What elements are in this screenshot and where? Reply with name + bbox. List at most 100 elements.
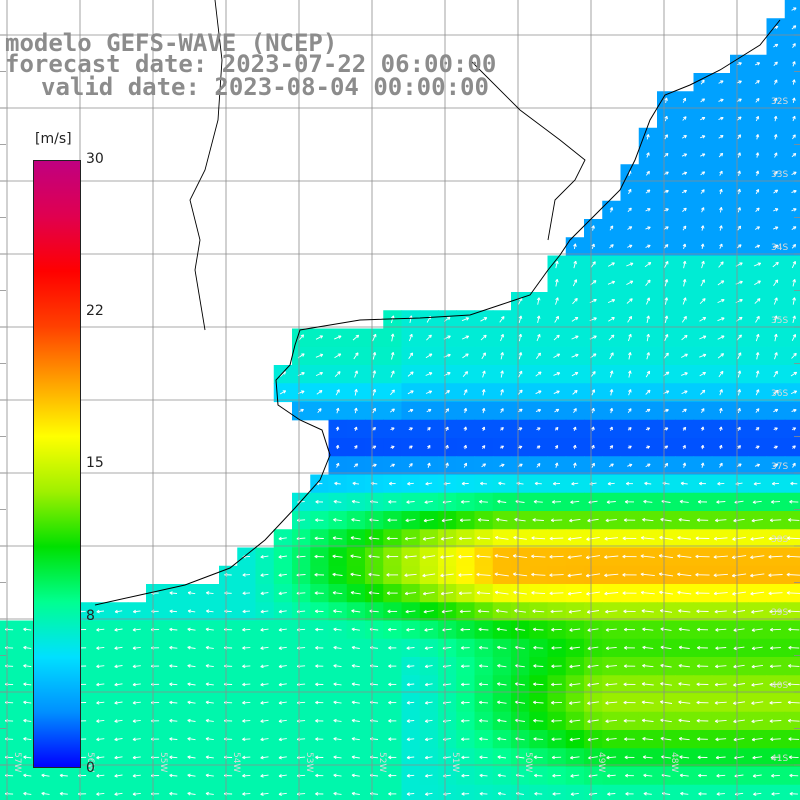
- wind-cell: [383, 401, 403, 421]
- wind-arrow-head: [315, 792, 319, 795]
- wind-arrow-head: [660, 718, 664, 721]
- wind-arrow-head: [606, 500, 610, 503]
- wind-arrow-head: [680, 481, 684, 484]
- wind-arrow-head: [715, 664, 719, 667]
- wind-arrow-head: [96, 664, 100, 667]
- wind-arrow-head: [356, 370, 359, 374]
- wind-arrow: [169, 665, 178, 667]
- wind-arrow: [497, 500, 507, 503]
- wind-arrow-head: [751, 737, 755, 741]
- wind-arrow: [571, 372, 579, 377]
- wind-cell: [237, 784, 257, 800]
- wind-arrow: [680, 792, 689, 795]
- wind-arrow: [260, 756, 269, 759]
- wind-arrow-head: [775, 226, 779, 230]
- wind-arrow-head: [642, 645, 646, 648]
- wind-arrow: [609, 370, 613, 378]
- wind-arrow: [423, 591, 435, 595]
- wind-arrow: [714, 701, 727, 704]
- wind-arrow: [715, 738, 727, 740]
- title-model: modelo GEFS-WAVE (NCEP): [5, 29, 338, 57]
- wind-arrow: [770, 519, 782, 521]
- wind-arrow-head: [459, 518, 463, 521]
- wind-arrow: [351, 683, 360, 686]
- wind-arrow: [567, 555, 582, 558]
- wind-arrow-head: [350, 590, 355, 593]
- wind-arrow-head: [789, 773, 793, 776]
- wind-arrow-head: [556, 427, 559, 431]
- wind-arrow-head: [794, 153, 797, 157]
- wind-arrow-head: [753, 792, 757, 795]
- wind-arrow: [41, 792, 50, 795]
- wind-arrow: [664, 279, 668, 287]
- wind-arrow-head: [424, 755, 428, 759]
- wind-arrow: [751, 628, 763, 631]
- wind-arrow: [500, 389, 504, 396]
- wind-arrow-head: [739, 98, 742, 102]
- wind-arrow: [733, 628, 745, 631]
- wind-arrow: [425, 774, 433, 777]
- wind-cell: [784, 18, 800, 38]
- wind-arrow: [278, 555, 287, 558]
- wind-arrow: [169, 756, 178, 759]
- wind-arrow-head: [392, 408, 395, 412]
- wind-arrow-head: [684, 260, 687, 265]
- wind-arrow-head: [788, 518, 792, 521]
- wind-arrow: [333, 610, 342, 613]
- wind-arrow-head: [497, 791, 502, 794]
- wind-arrow-head: [466, 335, 470, 339]
- wind-arrow-head: [497, 645, 501, 648]
- wind-arrow: [462, 371, 468, 377]
- wind-arrow: [187, 738, 196, 741]
- wind-arrow-head: [497, 755, 501, 758]
- wind-arrow-head: [368, 536, 372, 539]
- wind-arrow: [643, 500, 653, 503]
- wind-arrow-head: [640, 554, 644, 557]
- wind-arrow: [532, 610, 545, 613]
- wind-arrow-head: [757, 207, 760, 212]
- wind-arrow-head: [758, 98, 760, 102]
- wind-arrow-head: [205, 664, 209, 667]
- wind-arrow-head: [594, 353, 597, 357]
- wind-arrow: [786, 574, 800, 576]
- wind-arrow-head: [611, 244, 614, 248]
- wind-arrow-head: [576, 317, 579, 321]
- wind-arrow-head: [387, 609, 391, 612]
- wind-arrow-head: [223, 737, 228, 740]
- wind-arrow-head: [775, 189, 779, 193]
- wind-arrow-head: [703, 390, 706, 394]
- wind-arrow: [496, 518, 508, 522]
- lon-label: 56W: [85, 752, 95, 772]
- wind-arrow-head: [351, 627, 355, 630]
- wind-cell: [511, 401, 530, 421]
- wind-arrow: [242, 665, 251, 667]
- wind-arrow: [733, 683, 745, 686]
- wind-arrow: [187, 774, 196, 777]
- wind-arrow: [407, 390, 414, 395]
- wind-arrow-head: [429, 409, 432, 413]
- wind-arrow: [391, 333, 394, 342]
- wind-arrow-head: [678, 627, 682, 630]
- wind-arrow: [187, 792, 196, 795]
- wind-arrow: [569, 738, 580, 741]
- wind-arrow: [278, 738, 287, 741]
- wind-arrow-head: [187, 591, 192, 594]
- wind-arrow: [205, 792, 214, 795]
- wind-arrow: [497, 756, 507, 759]
- wind-arrow: [717, 280, 725, 286]
- wind-arrow-head: [571, 481, 575, 485]
- wind-arrow: [278, 792, 287, 795]
- wind-arrow-head: [440, 573, 444, 577]
- wind-arrow: [187, 665, 196, 668]
- wind-arrow-head: [23, 700, 27, 703]
- wind-arrow-head: [374, 427, 376, 431]
- wind-arrow-head: [494, 554, 498, 557]
- wind-arrow-head: [333, 682, 337, 685]
- wind-arrow: [351, 756, 360, 759]
- wind-arrow-head: [794, 372, 798, 376]
- wind-arrow: [572, 298, 578, 305]
- wind-arrow-head: [260, 573, 264, 576]
- wind-arrow-head: [460, 500, 464, 503]
- wind-arrow-head: [660, 645, 664, 648]
- wind-arrow: [169, 738, 178, 740]
